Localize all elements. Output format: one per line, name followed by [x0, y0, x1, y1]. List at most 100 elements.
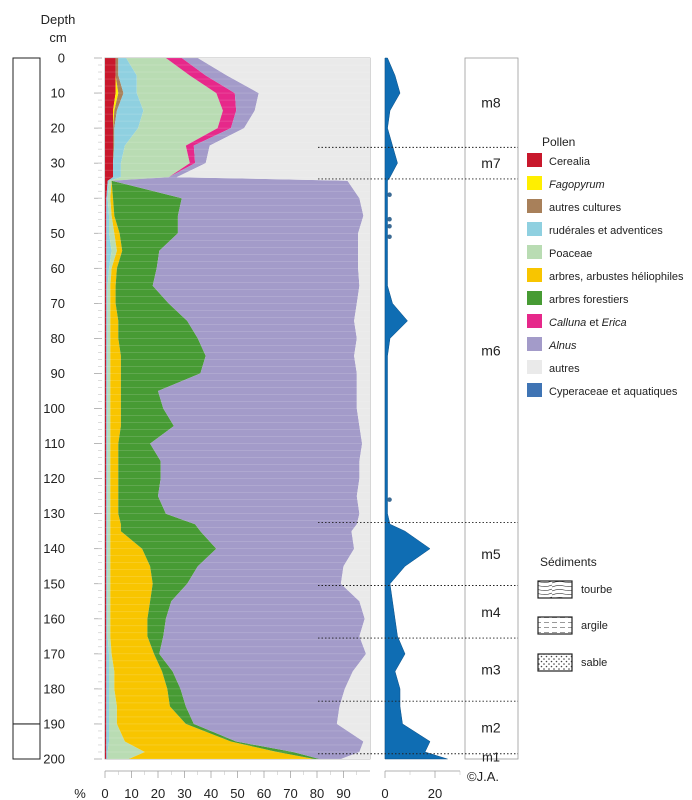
zone-label-m5: m5: [481, 546, 501, 562]
x-tick-label: 90: [336, 786, 350, 800]
zone-column: m8 m7 m6 m5 m4 m3 m2 m1: [318, 57, 519, 764]
depth-tick-label: 20: [51, 121, 65, 136]
pollen-panel: [104, 57, 371, 760]
depth-axis-label: Depth: [41, 12, 76, 27]
legend-item-cyperaceae-et-aquatiques-swatch: [527, 383, 542, 397]
sediment-legend-sable-swatch: [537, 653, 573, 672]
aquatic-dot: [387, 497, 392, 502]
legend-item-arbres-forestiers-label: arbres forestiers: [549, 294, 629, 306]
sediment-legend-tourbe-swatch: [537, 580, 573, 599]
x-tick-label: 50: [230, 786, 244, 800]
depth-tick-label: 120: [43, 471, 65, 486]
aquatic-x-tick-label: 0: [381, 786, 388, 800]
x-tick-label: 40: [204, 786, 218, 800]
zone-label-m1: m1: [482, 749, 500, 764]
sediment-legend-sable-label: sable: [581, 657, 607, 669]
sediment-legend-argile-swatch: [537, 616, 573, 635]
depth-tick-label: 50: [51, 226, 65, 241]
depth-tick-label: 180: [43, 681, 65, 696]
depth-tick-label: 90: [51, 366, 65, 381]
zone-label-m8: m8: [481, 95, 501, 111]
pollen-gridlines: [105, 57, 370, 760]
zone-label-m7: m7: [481, 155, 501, 171]
depth-tick-label: 80: [51, 331, 65, 346]
sediment-legend: tourbe argile sable: [537, 580, 612, 672]
legend-item-fagopyrum-label: Fagopyrum: [549, 179, 605, 191]
x-tick-label: 10: [124, 786, 138, 800]
depth-tick-label: 200: [43, 752, 65, 767]
sediment-layer-tourbe: [12, 57, 41, 725]
legend-item-cerealia-swatch: [527, 153, 542, 167]
aquatic-dot: [387, 223, 392, 229]
series-area-autres: [176, 58, 370, 759]
legend-item-cerealia-label: Cerealia: [549, 156, 591, 168]
depth-tick-label: 30: [51, 156, 65, 171]
series-area-cerealia: [105, 58, 116, 759]
legend-item-poaceae-swatch: [527, 245, 542, 259]
legend-item-alnus-swatch: [527, 337, 542, 351]
pollen-areas: [105, 58, 370, 759]
x-tick-label: 60: [257, 786, 271, 800]
legend-item-autres-cultures-label: autres cultures: [549, 202, 622, 214]
depth-tick-label: 190: [43, 716, 65, 731]
depth-ticks: 0 10 20 30 40 50 60 70 80 90 100 110 120 130 140 150 160…: [43, 51, 102, 767]
legend-item-arbres-arbustes-heliophiles-swatch: [527, 268, 542, 282]
zone-label-m3: m3: [481, 662, 501, 678]
x-axis: % 0 10 20 30 40 50 60 70 80 90 0 20: [74, 770, 461, 800]
depth-tick-label: 170: [43, 646, 65, 661]
depth-tick-label: 70: [51, 296, 65, 311]
sediment-legend-title: Sédiments: [540, 555, 597, 569]
depth-tick-label: 160: [43, 611, 65, 626]
aquatic-x-tick-label: 20: [428, 786, 442, 800]
aquatic-series-area: [384, 57, 448, 760]
legend-item-autres-label: autres: [549, 363, 580, 375]
zone-column-frame: [464, 57, 519, 760]
aquatic-area: [384, 57, 448, 760]
sediment-column: [12, 57, 41, 760]
depth-tick-label: 140: [43, 541, 65, 556]
legend-item-calluna-et-erica-label: Calluna et Erica: [549, 317, 627, 329]
depth-tick-label: 100: [43, 401, 65, 416]
aquatic-dot: [387, 234, 392, 240]
x-tick-label: 80: [310, 786, 324, 800]
depth-tick-label: 150: [43, 576, 65, 591]
copyright-text: ©J.A.: [467, 769, 499, 784]
aquatic-dot: [387, 192, 392, 197]
sediment-layer-sable: [12, 723, 41, 760]
legend-title: Pollen: [542, 135, 575, 149]
legend-item-ruderales-et-adventices-label: rudérales et adventices: [549, 225, 663, 237]
legend-item-alnus-label: Alnus: [548, 340, 577, 352]
legend-item-poaceae-label: Poaceae: [549, 248, 592, 260]
aquatic-panel: [384, 57, 448, 760]
depth-tick-label: 10: [51, 86, 65, 101]
depth-tick-label: 110: [44, 436, 65, 451]
depth-tick-label: 0: [58, 51, 65, 66]
zone-label-m4: m4: [481, 604, 501, 620]
x-axis-unit: %: [74, 786, 86, 800]
legend-item-arbres-forestiers-swatch: [527, 291, 542, 305]
series-area-poaceae: [107, 58, 223, 759]
legend-item-autres-swatch: [527, 360, 542, 374]
legend-item-fagopyrum-swatch: [527, 176, 542, 190]
legend-item-ruderales-et-adventices-swatch: [527, 222, 542, 236]
depth-unit-label: cm: [49, 30, 66, 45]
sediment-legend-tourbe-label: tourbe: [581, 584, 612, 596]
x-tick-label: 30: [177, 786, 191, 800]
legend-item-calluna-et-erica-swatch: [527, 314, 542, 328]
legend-item-cyperaceae-et-aquatiques-label: Cyperaceae et aquatiques: [549, 386, 678, 398]
zone-label-m6: m6: [481, 343, 501, 359]
legend-item-autres-cultures-swatch: [527, 199, 542, 213]
series-area-alnus: [111, 58, 366, 759]
x-tick-label: 20: [151, 786, 165, 800]
depth-tick-label: 130: [43, 506, 65, 521]
sediment-legend-argile-label: argile: [581, 620, 608, 632]
series-area-arbres-forestiers: [111, 58, 320, 759]
legend-item-arbres-arbustes-heliophiles-label: arbres, arbustes héliophiles: [549, 271, 684, 283]
aquatic-dot: [387, 216, 392, 222]
depth-tick-label: 60: [51, 261, 65, 276]
depth-tick-label: 40: [51, 191, 65, 206]
x-tick-label: 70: [283, 786, 297, 800]
zone-label-m2: m2: [481, 720, 501, 736]
x-tick-label: 0: [101, 786, 108, 800]
